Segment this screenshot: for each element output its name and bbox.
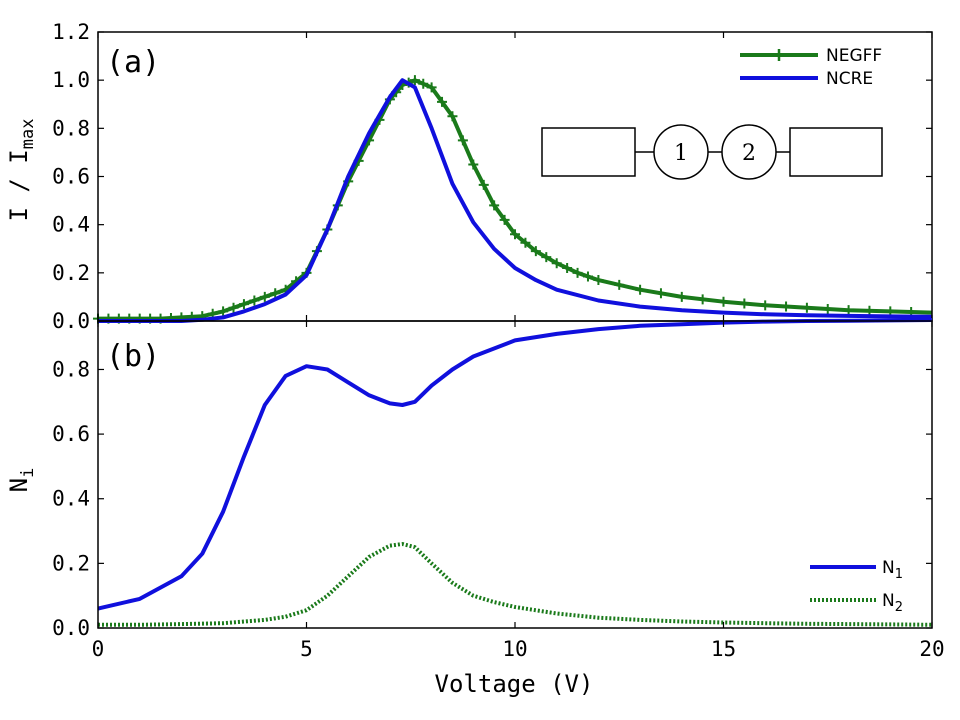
inset-left-lead	[541, 127, 636, 177]
panel-a: 0.0 0.2 0.4 0.6 0.8 1.0 1.2 (a) I / Imax NEGFF…	[5, 20, 933, 333]
marker	[478, 179, 489, 190]
ytick-label-a-5: 1.0	[52, 68, 90, 92]
marker	[739, 298, 750, 309]
series-a-1	[98, 78, 933, 323]
panel-b-label: (b)	[106, 339, 160, 374]
ytick-label-a-3: 0.6	[52, 165, 90, 189]
ytick-label-b-1: 0.2	[52, 551, 90, 575]
marker	[510, 229, 520, 240]
marker	[520, 237, 531, 248]
marker	[655, 288, 666, 299]
marker	[843, 305, 854, 316]
marker	[249, 295, 260, 306]
ytick-label-b-2: 0.4	[52, 487, 90, 511]
marker	[593, 275, 604, 286]
series-a-0	[98, 78, 933, 321]
marker	[760, 300, 771, 311]
marker	[562, 263, 573, 274]
panel-a-label: (a)	[106, 45, 160, 80]
ytick-label-a-2: 0.4	[52, 213, 90, 237]
marker	[530, 246, 541, 257]
inset-right-lead	[789, 127, 883, 177]
marker	[457, 135, 468, 146]
legend-ncre-label: NCRE	[826, 69, 873, 89]
legend-negff-marker	[773, 49, 785, 61]
marker	[270, 288, 281, 299]
marker	[409, 75, 420, 86]
marker	[551, 258, 562, 269]
panel-b: 0.0 0.2 0.4 0.6 0.8 0 5 10 15 20 (b) Ni Voltage (…	[5, 318, 945, 698]
ytick-label-a-4: 0.8	[52, 116, 90, 140]
panel-a-curves	[93, 75, 933, 324]
marker	[228, 302, 239, 313]
ytick-label-a-6: 1.2	[52, 20, 90, 44]
marker	[718, 296, 729, 307]
marker	[822, 303, 833, 314]
markers-a-0	[93, 75, 917, 324]
marker	[697, 294, 708, 305]
marker	[635, 284, 646, 295]
marker	[468, 159, 479, 170]
xtick-label-2: 10	[502, 637, 527, 661]
xtick-label-1: 5	[300, 637, 313, 661]
legend-negff-label: NEGFF	[826, 46, 882, 66]
inset-site-1-label: 1	[674, 141, 688, 166]
marker	[489, 200, 500, 211]
series-b-1	[98, 542, 933, 627]
inset-site-2-label: 2	[742, 141, 756, 166]
panel-b-ylabel: Ni	[5, 468, 38, 493]
inset-diagram	[541, 124, 883, 180]
marker	[499, 214, 510, 225]
ytick-label-b-3: 0.6	[52, 422, 90, 446]
ytick-label-b-0: 0.0	[52, 616, 90, 640]
ytick-label-b-4: 0.8	[52, 357, 90, 381]
marker	[781, 301, 792, 312]
marker	[437, 96, 448, 107]
marker	[864, 305, 875, 316]
legend-n2-label: N2	[882, 591, 903, 615]
marker	[614, 279, 625, 290]
series-b-0	[97, 318, 933, 611]
marker	[418, 78, 429, 89]
marker	[218, 306, 229, 317]
panel-b-curves	[97, 318, 933, 627]
panel-b-frame	[97, 320, 933, 629]
marker	[541, 252, 552, 263]
marker	[259, 291, 270, 302]
marker	[676, 291, 687, 302]
ytick-label-a-0: 0.0	[52, 309, 90, 333]
marker	[238, 299, 249, 310]
panel-a-legend: NEGFF NCRE	[740, 46, 882, 89]
marker	[572, 267, 583, 278]
xtick-label-4: 20	[919, 637, 944, 661]
panel-b-legend: N1 N2	[810, 558, 903, 615]
marker	[582, 271, 593, 282]
marker	[426, 82, 437, 93]
panel-b-ticks: 0.0 0.2 0.4 0.6 0.8 0 5 10 15 20	[52, 321, 945, 661]
panel-a-ylabel: I / Imax	[5, 119, 38, 222]
ytick-label-a-1: 0.2	[52, 261, 90, 285]
x-axis-label: Voltage (V)	[435, 670, 594, 698]
legend-n1-label: N1	[882, 558, 903, 582]
xtick-label-3: 15	[711, 637, 736, 661]
marker	[447, 111, 458, 122]
xtick-label-0: 0	[92, 637, 105, 661]
marker	[801, 302, 812, 313]
panel-a-ticks: 0.0 0.2 0.4 0.6 0.8 1.0 1.2	[52, 20, 933, 333]
